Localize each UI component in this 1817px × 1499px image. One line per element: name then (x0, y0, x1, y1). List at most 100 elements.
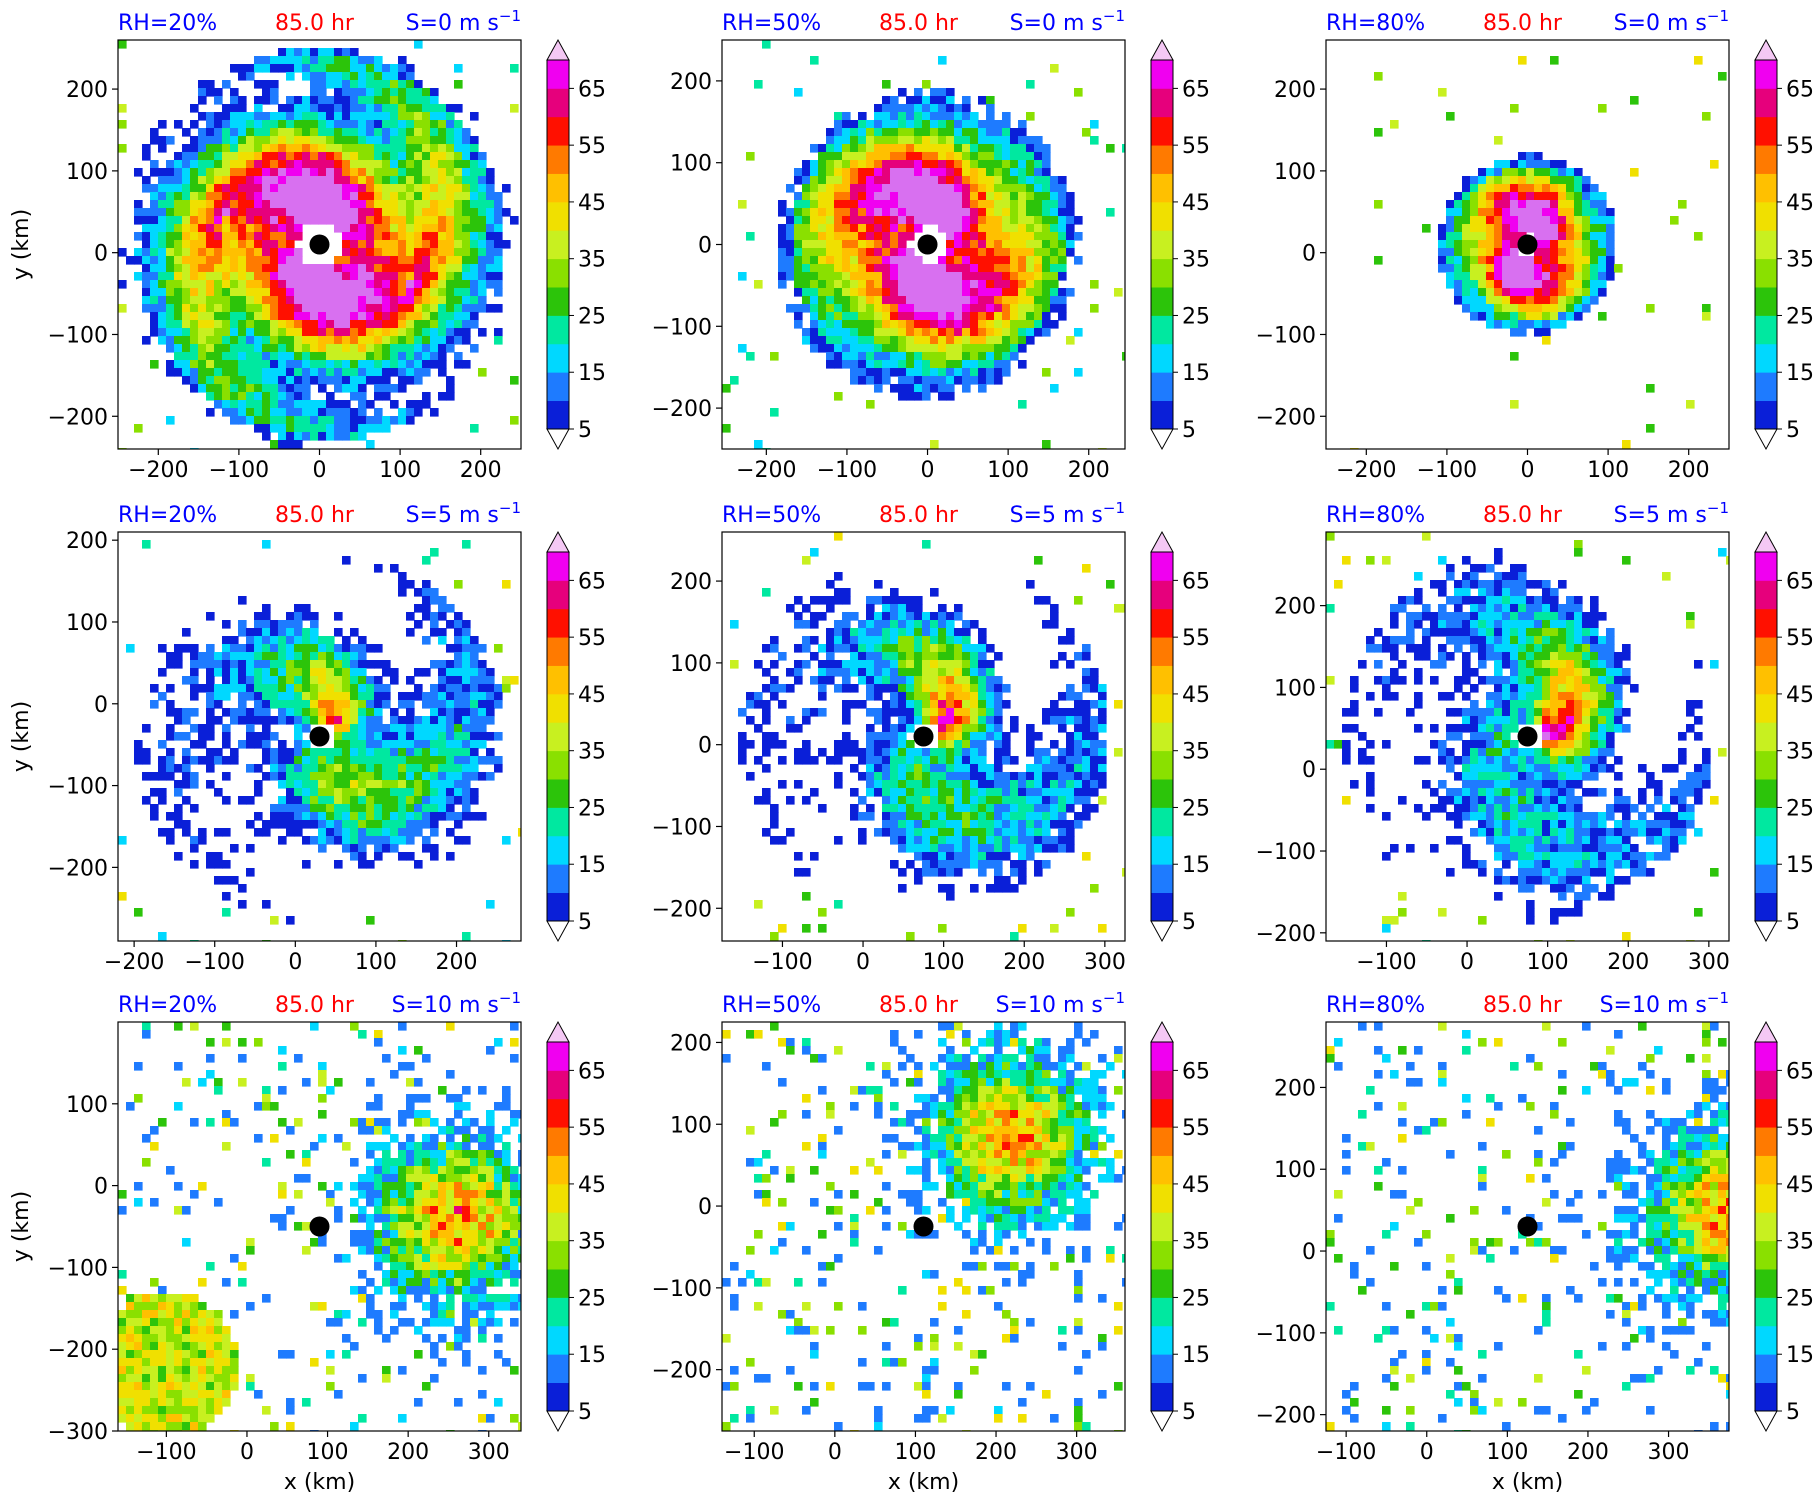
x-tick-label: −100 (1417, 458, 1477, 483)
x-tick-label: 0 (828, 1440, 842, 1465)
y-tick-label: −200 (1256, 405, 1316, 430)
x-tick-label: 200 (1668, 458, 1710, 483)
colorbar-segment (1151, 1098, 1173, 1128)
colorbar-tick-label: 35 (1182, 740, 1210, 765)
colorbar-segment (547, 1269, 569, 1298)
colorbar-max-extend (1150, 1020, 1174, 1043)
x-tick-label: 100 (1587, 458, 1629, 483)
colorbar-segment (1755, 1212, 1777, 1242)
colorbar-tick-label: 45 (578, 1173, 606, 1198)
colorbar-min-extend (546, 920, 570, 943)
colorbar-tick-label: 55 (1786, 1116, 1814, 1141)
colorbar-segment (547, 1070, 569, 1100)
time-label: 85.0 hr (879, 503, 959, 528)
plot-frame (721, 531, 1126, 942)
storm-center-marker (913, 726, 934, 747)
colorbar-frame (1754, 1041, 1778, 1412)
colorbar-tick-label: 45 (1786, 191, 1814, 216)
colorbar-min-extend (1150, 920, 1174, 943)
colorbar-segment (1755, 864, 1777, 894)
x-tick-label: 100 (1486, 1440, 1528, 1465)
y-tick-label: 0 (1302, 1240, 1316, 1265)
colorbar-tick-label: 65 (1182, 1059, 1210, 1084)
colorbar-segment (1755, 1098, 1777, 1128)
storm-center-marker (913, 1216, 934, 1237)
colorbar-max-extend (546, 530, 570, 553)
shear-label: S=5 m s−1 (1614, 499, 1729, 528)
colorbar-segment (1151, 779, 1173, 808)
x-tick-label: 300 (1084, 950, 1126, 975)
colorbar-segment (1151, 88, 1173, 118)
colorbar-segment (547, 258, 569, 288)
colorbar-segment (1755, 116, 1777, 146)
colorbar-tick-label: 65 (1182, 77, 1210, 102)
reflectivity-field (722, 40, 1125, 449)
colorbar-tick-label: 15 (1182, 1343, 1210, 1368)
y-tick-label: −100 (652, 315, 712, 340)
x-tick-label: −100 (1356, 950, 1416, 975)
shear-label: S=0 m s−1 (1010, 7, 1125, 36)
y-tick-label: 100 (1274, 160, 1316, 185)
colorbar-tick-label: 15 (1182, 853, 1210, 878)
reflectivity-field (730, 532, 1125, 941)
time-label: 85.0 hr (879, 11, 959, 36)
colorbar-tick-label: 55 (1182, 1116, 1210, 1141)
y-tick-label: −100 (652, 815, 712, 840)
x-tick-label: −100 (209, 458, 269, 483)
colorbar-segment (547, 1183, 569, 1213)
y-tick-label: 100 (1274, 1158, 1316, 1183)
x-tick-label: 100 (987, 458, 1029, 483)
x-tick-label: 0 (856, 950, 870, 975)
y-axis-label: y (km) (9, 701, 34, 772)
shear-label: S=5 m s−1 (406, 499, 521, 528)
colorbar-min-extend (546, 428, 570, 451)
colorbar-tick-label: 65 (1786, 569, 1814, 594)
colorbar-max-extend (1150, 38, 1174, 61)
y-tick-label: 100 (670, 152, 712, 177)
y-tick-label: −200 (48, 856, 108, 881)
colorbar-segment (1151, 1183, 1173, 1213)
colorbar-tick-label: 15 (578, 853, 606, 878)
colorbar-frame (546, 551, 570, 922)
colorbar-tick-label: 15 (1786, 853, 1814, 878)
y-tick-label: 200 (1274, 78, 1316, 103)
colorbar-segment (547, 1325, 569, 1355)
colorbar-frame (1754, 551, 1778, 922)
colorbar-frame (546, 1041, 570, 1412)
colorbar-segment (1755, 693, 1777, 723)
colorbar-segment (1151, 1042, 1173, 1071)
colorbar-max-extend (546, 38, 570, 61)
colorbar-segment (1151, 1070, 1173, 1100)
colorbar-segment (547, 1127, 569, 1156)
colorbar-tick-label: 35 (1182, 248, 1210, 273)
colorbar-segment (547, 1098, 569, 1128)
colorbar-segment (1755, 1240, 1777, 1270)
colorbar-segment (547, 892, 569, 922)
colorbar-segment (547, 552, 569, 581)
colorbar-segment (1755, 258, 1777, 288)
colorbar-tick-label: 65 (578, 77, 606, 102)
colorbar-tick-label: 45 (1786, 1173, 1814, 1198)
colorbar-segment (1151, 665, 1173, 695)
colorbar: 5 15 25 35 45 55 65 (546, 38, 606, 451)
colorbar-tick-label: 55 (578, 134, 606, 159)
x-tick-label: 200 (975, 1440, 1017, 1465)
colorbar-segment (1755, 1382, 1777, 1412)
storm-center-marker (309, 234, 330, 255)
colorbar-segment (1151, 116, 1173, 146)
x-tick-label: −100 (752, 950, 812, 975)
colorbar-tick-label: 55 (578, 626, 606, 651)
x-tick-label: 300 (1688, 950, 1730, 975)
y-tick-label: 0 (698, 234, 712, 259)
colorbar-segment (1151, 145, 1173, 174)
y-tick-label: 200 (670, 570, 712, 595)
colorbar-tick-label: 45 (578, 191, 606, 216)
colorbar-tick-label: 5 (578, 418, 592, 443)
colorbar-segment (1151, 1269, 1173, 1298)
colorbar-tick-label: 15 (578, 361, 606, 386)
colorbar-tick-label: 65 (578, 569, 606, 594)
storm-center-marker (309, 1216, 330, 1237)
colorbar-segment (547, 1354, 569, 1384)
colorbar-segment (547, 580, 569, 610)
colorbar: 5 15 25 35 45 55 65 (1150, 1020, 1210, 1433)
